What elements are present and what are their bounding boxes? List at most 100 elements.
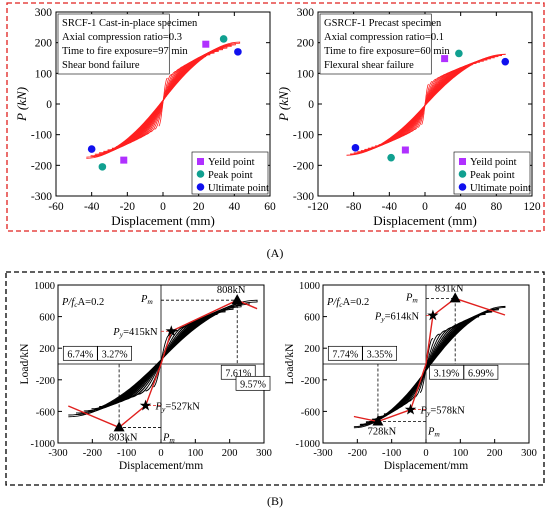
hysteresis-loop [413, 333, 440, 399]
chart-a1: -60 -40 -20 0 20 40 60-300-200-1000100200300Di… [14, 7, 276, 228]
y-axis-label: Load/kN [19, 343, 31, 385]
yield-marker [401, 146, 409, 154]
x-tick-label: -100 [382, 448, 401, 459]
x-tick-label: -40 [84, 201, 100, 213]
peak-marker [219, 35, 228, 43]
ratio-label: 9.57% [240, 379, 266, 390]
peak-bottom-marker [113, 421, 125, 432]
x-tick-label: 0 [423, 448, 428, 459]
hysteresis-loop [346, 53, 506, 156]
y-tick-label: 100 [35, 68, 53, 80]
legend-label: Ultimate point [208, 183, 269, 194]
x-tick-label: 100 [187, 448, 203, 459]
x-tick-label: -60 [48, 201, 64, 213]
hysteresis-loop [68, 299, 258, 418]
y-tick-label: -600 [36, 407, 55, 418]
yield-top-marker [165, 325, 177, 337]
info-line: SRCF-1 Cast-in-place specimen [62, 18, 198, 29]
ratio-label: 6.99% [468, 368, 494, 379]
legend-ultimate-symbol [458, 183, 467, 191]
ultimate-marker [234, 48, 242, 56]
y-axis-label: P (kN) [276, 87, 291, 122]
y-tick-label: 300 [35, 7, 53, 19]
info-line: Time to fire exposure=60 min [324, 46, 450, 57]
ultimate-marker [501, 57, 510, 66]
info-line: Axial compression ratio=0.1 [324, 32, 444, 43]
y-tick-label: 0 [308, 99, 314, 111]
x-tick-label: 100 [452, 448, 468, 459]
ratio-label: 6.74% [67, 349, 93, 360]
legend-label: Yeild point [208, 157, 255, 168]
axial-ratio-label: P/fcA=0.2 [326, 297, 369, 309]
y-tick-label: 600 [39, 313, 55, 324]
ratio-box [235, 375, 271, 391]
x-tick-label: -300 [48, 448, 67, 459]
panel-a-label: (A) [267, 246, 284, 260]
y-tick-label: 0 [46, 99, 52, 111]
y-tick-label: -600 [301, 407, 320, 418]
x-tick-label: -20 [120, 201, 136, 213]
y-tick-label: -100 [293, 130, 314, 142]
yield-marker [202, 40, 210, 48]
info-line: GSRCF-1 Precast specimen [324, 18, 442, 29]
ratio-label: 3.19% [434, 368, 460, 379]
peak-bottom-marker [372, 415, 384, 426]
legend-peak-symbol [196, 170, 205, 178]
x-axis-label: Displacement (mm) [111, 213, 215, 228]
y-tick-label: -300 [31, 191, 52, 203]
y-tick-label: -200 [301, 376, 320, 387]
peak-top-marker [449, 292, 461, 303]
py-top-label: Py=415kN [112, 327, 158, 339]
yield-bottom-marker [404, 403, 417, 415]
legend-yield-symbol [197, 158, 204, 165]
x-tick-label: 40 [229, 201, 241, 213]
y-tick-label: 600 [304, 313, 320, 324]
info-line: Shear bond failure [62, 60, 140, 71]
panel-b-label: (B) [267, 494, 283, 508]
ratio-label: 3.27% [102, 349, 128, 360]
hysteresis-loop [421, 83, 429, 125]
y-tick-label: 100 [297, 68, 315, 80]
x-tick-label: 0 [422, 201, 428, 213]
y-tick-label: 1000 [299, 281, 320, 292]
legend-ultimate-symbol [196, 183, 205, 191]
x-axis-label: Displacement (mm) [373, 213, 477, 228]
ultimate-marker [351, 144, 360, 152]
ratio-label: 7.61% [225, 368, 251, 379]
x-tick-label: 80 [491, 201, 503, 213]
chart-b2: -300 -200 -100 0 100 200 300-1000-600-20020060… [284, 281, 537, 472]
hysteresis-loop [158, 77, 168, 127]
py-bottom-label: Py=527kN [155, 402, 201, 414]
info-line: Time to fire exposure=97 min [62, 46, 188, 57]
hysteresis-loop [353, 305, 506, 429]
y-tick-label: 200 [39, 344, 55, 355]
legend-label: Peak point [470, 170, 515, 181]
py-top-label: Py=614kN [374, 311, 420, 323]
y-tick-label: -100 [31, 130, 52, 142]
axial-ratio-label: P/fcA=0.2 [61, 297, 104, 309]
x-tick-label: 60 [264, 201, 276, 213]
pm-top-label: Pm [140, 294, 153, 306]
y-tick-label: -200 [293, 160, 314, 172]
x-tick-label: -120 [307, 201, 328, 213]
y-tick-label: 200 [297, 38, 315, 50]
peak-top-marker [231, 294, 243, 305]
panel-b-frame [5, 271, 545, 486]
legend-yield-symbol [459, 158, 466, 165]
y-tick-label: -1000 [296, 439, 321, 450]
peak-marker [387, 153, 395, 162]
x-tick-label: 300 [256, 448, 272, 459]
info-line: Axial compression ratio=0.3 [62, 32, 182, 43]
ultimate-marker [87, 145, 96, 153]
y-tick-label: 1000 [34, 281, 55, 292]
y-tick-label: 200 [35, 38, 53, 50]
x-tick-label: 0 [160, 201, 166, 213]
hysteresis-loop [419, 337, 434, 394]
hysteresis-loop [417, 81, 433, 128]
legend-peak-symbol [458, 170, 467, 178]
info-line: Flexural shear failure [324, 60, 414, 71]
y-tick-label: -1000 [31, 439, 56, 450]
pm-top-value: 831kN [435, 283, 464, 294]
x-tick-label: -200 [348, 448, 367, 459]
